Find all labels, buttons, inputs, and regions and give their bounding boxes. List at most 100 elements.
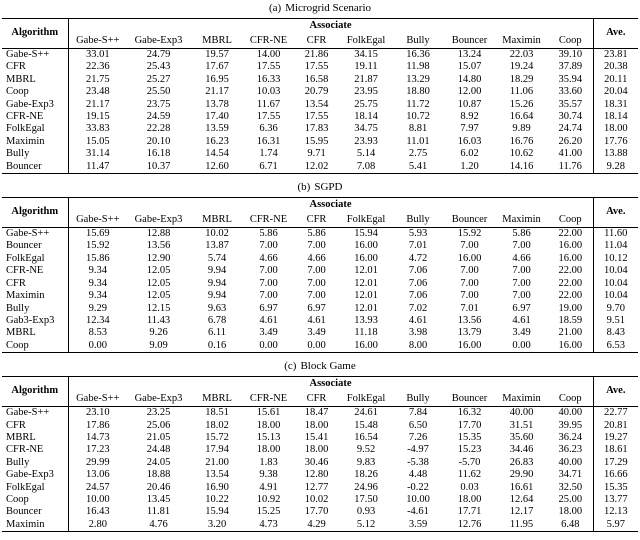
col-header-average: Ave. bbox=[592, 376, 639, 407]
table-section-block-game: (c) Block Game Algorithm Associate Ave. Gabe… bbox=[0, 360, 640, 533]
value-cell: 7.00 bbox=[259, 265, 278, 277]
header-row-group: Algorithm Associate Ave. bbox=[2, 18, 639, 49]
row-header-algorithm: FolkEgal bbox=[2, 481, 69, 494]
value-cell: 22.28 bbox=[146, 123, 171, 135]
average-cell: 15.35 bbox=[592, 481, 639, 494]
table-row: Maximin 15.05 20.10 16.23 16.31 15.95 23.93 11.… bbox=[2, 135, 639, 149]
value-cell: 9.34 bbox=[88, 290, 107, 302]
value-cell: 14.80 bbox=[457, 73, 482, 85]
value-cell: 12.60 bbox=[205, 160, 229, 172]
row-header-algorithm: Coop bbox=[2, 493, 69, 507]
value-cell: 0.00 bbox=[512, 339, 531, 351]
value-cell: 40.00 bbox=[509, 407, 534, 419]
col-group-associate: Associate bbox=[309, 199, 352, 211]
value-cell: 8.00 bbox=[408, 339, 428, 351]
table-body: Gabe-S++ 33.01 24.79 19.57 14.00 21.86 34.15 16… bbox=[2, 48, 639, 174]
value-cell: 17.67 bbox=[205, 61, 229, 73]
value-cell: 8.53 bbox=[88, 327, 107, 339]
table-row: Gabe-Exp3 21.17 23.75 13.78 11.67 13.54 25.75 1… bbox=[2, 98, 639, 112]
value-cell: 21.00 bbox=[205, 456, 229, 468]
value-cell: 16.32 bbox=[457, 407, 482, 419]
value-cell: 37.89 bbox=[558, 61, 583, 73]
value-cell: 13.79 bbox=[457, 327, 482, 339]
value-cell: 7.08 bbox=[356, 160, 376, 172]
col-header-associate: CFR bbox=[306, 34, 327, 46]
value-cell: 14.54 bbox=[205, 148, 229, 160]
average-cell: 9.28 bbox=[592, 160, 639, 174]
average-cell: 8.43 bbox=[592, 327, 639, 340]
average-cell: 6.53 bbox=[592, 339, 639, 353]
value-cell: 7.97 bbox=[460, 123, 479, 135]
row-header-algorithm: MBRL bbox=[2, 73, 69, 87]
value-cell: 4.73 bbox=[259, 518, 278, 530]
table-section-microgrid: (a) Microgrid Scenario Algorithm Associate… bbox=[0, 2, 640, 175]
value-cell: 11.72 bbox=[406, 98, 430, 110]
average-cell: 19.27 bbox=[592, 431, 639, 445]
average-cell: 5.97 bbox=[592, 518, 639, 532]
value-cell: 11.67 bbox=[256, 98, 281, 110]
row-header-algorithm: CFR-NE bbox=[2, 265, 69, 278]
col-header-associate: Bully bbox=[406, 392, 430, 404]
value-cell: 10.62 bbox=[509, 148, 534, 160]
value-cell: 19.00 bbox=[558, 302, 583, 314]
value-cell: 5.74 bbox=[207, 252, 227, 264]
value-cell: 15.69 bbox=[85, 228, 110, 240]
value-cell: 16.54 bbox=[354, 431, 378, 443]
value-cell: 7.26 bbox=[408, 431, 428, 443]
value-cell: 25.00 bbox=[558, 493, 583, 505]
table-row: CFR 9.34 12.05 9.94 7.00 7.00 12.01 7.06 7.00 7.0… bbox=[2, 277, 639, 291]
table-row: Bully 31.14 16.18 14.54 1.74 9.71 5.14 2.75 6.02… bbox=[2, 148, 639, 161]
value-cell: 21.86 bbox=[304, 49, 329, 60]
col-header-associate: Bouncer bbox=[451, 34, 488, 46]
table-row: Gab3-Exp3 12.34 11.43 6.78 4.61 4.61 13.93 4.61… bbox=[2, 314, 639, 328]
table-row: CFR-NE 19.15 24.59 17.40 17.55 17.55 18.14 10.7… bbox=[2, 111, 639, 124]
value-cell: 4.29 bbox=[307, 518, 326, 530]
value-cell: 7.01 bbox=[408, 240, 428, 252]
value-cell: 9.71 bbox=[307, 148, 326, 160]
value-cell: 17.86 bbox=[85, 419, 110, 431]
value-cell: 7.00 bbox=[460, 290, 479, 302]
table-caption: (b) SGPD bbox=[0, 181, 640, 194]
col-header-associate: CFR-NE bbox=[249, 213, 288, 225]
value-cell: 25.50 bbox=[146, 86, 171, 98]
value-cell: 15.94 bbox=[354, 228, 378, 240]
results-table-sgpd: Algorithm Associate Ave. Gabe-S++ Gabe-Exp3 M… bbox=[2, 197, 639, 354]
value-cell: 33.60 bbox=[558, 86, 583, 98]
table-row: Gabe-S++ 23.10 23.25 18.51 15.61 18.47 24.61 7.… bbox=[2, 406, 639, 420]
value-cell: 33.01 bbox=[85, 49, 110, 60]
value-cell: 11.98 bbox=[406, 61, 430, 73]
value-cell: 18.47 bbox=[304, 407, 329, 419]
value-cell: 34.46 bbox=[509, 444, 534, 456]
value-cell: 16.00 bbox=[558, 240, 583, 252]
average-cell: 10.12 bbox=[592, 252, 639, 266]
value-cell: 18.00 bbox=[256, 444, 281, 456]
table-row: CFR-NE 9.34 12.05 9.94 7.00 7.00 12.01 7.06 7.00… bbox=[2, 265, 639, 278]
value-cell: 7.00 bbox=[259, 290, 278, 302]
value-cell: 1.83 bbox=[259, 456, 278, 468]
value-cell: 16.00 bbox=[354, 240, 378, 252]
value-cell: 16.36 bbox=[406, 49, 430, 60]
row-header-algorithm: FolkEgal bbox=[2, 252, 69, 266]
value-cell: 11.81 bbox=[146, 506, 171, 518]
col-header-associate: Gabe-S++ bbox=[76, 392, 120, 404]
value-cell: 12.01 bbox=[354, 302, 378, 314]
average-cell: 9.51 bbox=[592, 314, 639, 328]
value-cell: 25.27 bbox=[146, 73, 171, 85]
value-cell: 10.00 bbox=[406, 493, 430, 505]
average-cell: 9.70 bbox=[592, 302, 639, 315]
value-cell: 19.15 bbox=[85, 111, 110, 123]
value-cell: 12.05 bbox=[146, 277, 171, 289]
col-header-associate: Bully bbox=[406, 213, 430, 225]
row-header-algorithm: Gabe-Exp3 bbox=[2, 469, 69, 482]
caption-label: (c) bbox=[284, 360, 297, 373]
value-cell: 10.72 bbox=[406, 111, 430, 123]
col-header-associate: Bouncer bbox=[451, 392, 488, 404]
value-cell: 23.10 bbox=[85, 407, 110, 419]
value-cell: 21.00 bbox=[558, 327, 583, 339]
value-cell: 29.99 bbox=[85, 456, 110, 468]
value-cell: 24.59 bbox=[146, 111, 171, 123]
value-cell: 4.66 bbox=[307, 252, 326, 264]
row-header-algorithm: Bouncer bbox=[2, 160, 69, 174]
value-cell: 15.94 bbox=[205, 506, 229, 518]
average-cell: 12.13 bbox=[592, 506, 639, 519]
